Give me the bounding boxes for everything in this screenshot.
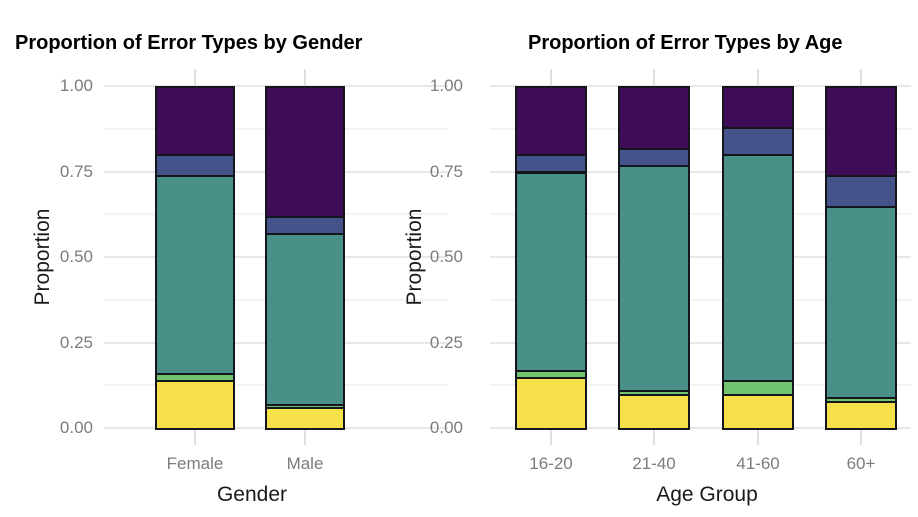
h-gridline-minor	[490, 127, 911, 130]
y-tick-label: 0.25	[429, 332, 463, 352]
bar-segment	[722, 86, 794, 130]
bar-segment	[155, 86, 235, 157]
x-tick-label: Male	[286, 454, 324, 473]
h-gridline-minor	[490, 384, 911, 387]
h-gridline-major	[490, 341, 911, 344]
h-gridline-major	[490, 427, 911, 429]
bar-segment	[722, 380, 794, 396]
bar-segment	[265, 233, 345, 407]
y-tick-label: 0.75	[59, 161, 93, 181]
bar-segment	[722, 393, 794, 430]
chart-title-age: Proportion of Error Types by Age	[528, 32, 843, 54]
bar-segment	[825, 205, 897, 400]
y-tick-label: 1.00	[59, 76, 93, 95]
y-tick-label: 0.00	[429, 418, 463, 437]
bar-segment	[155, 154, 235, 177]
bar-segment	[618, 393, 690, 430]
x-tick-label: 60+	[846, 454, 876, 473]
bar-segment	[515, 86, 587, 157]
x-tick-label: 41-60	[736, 454, 780, 473]
x-tick-label: 21-40	[632, 454, 676, 473]
x-axis-title: Age Group	[656, 483, 758, 506]
bar-segment	[722, 127, 794, 157]
h-gridline-major	[490, 256, 911, 258]
bar-segment	[618, 86, 690, 150]
bar-segment	[618, 147, 690, 167]
chart-title-gender: Proportion of Error Types by Gender	[15, 32, 363, 54]
x-tick-label: Female	[166, 454, 224, 473]
bar-segment	[618, 164, 690, 393]
bar-segment	[825, 174, 897, 208]
h-gridline-major	[490, 85, 911, 87]
y-tick-label: 0.50	[59, 247, 93, 266]
x-tick-label: 16-20	[529, 454, 573, 473]
bar-segment	[825, 86, 897, 177]
h-gridline-major	[490, 170, 911, 173]
bar-segment	[155, 380, 235, 430]
h-gridline-minor	[490, 213, 911, 216]
bar-segment	[825, 400, 897, 430]
bar-segment	[515, 154, 587, 174]
bar-segment	[722, 154, 794, 383]
bar-segment	[265, 407, 345, 430]
y-tick-label: 0.00	[59, 418, 93, 437]
bar-segment	[155, 174, 235, 376]
y-tick-label: 1.00	[429, 76, 463, 95]
y-tick-label: 0.50	[429, 247, 463, 266]
bar-segment	[515, 376, 587, 430]
y-tick-label: 0.25	[59, 332, 93, 352]
bar-segment	[515, 171, 587, 372]
bar-segment	[265, 215, 345, 236]
bar-segment	[265, 86, 345, 218]
h-gridline-minor	[490, 298, 911, 301]
y-tick-label: 0.75	[429, 161, 463, 181]
x-axis-title: Gender	[216, 483, 288, 506]
